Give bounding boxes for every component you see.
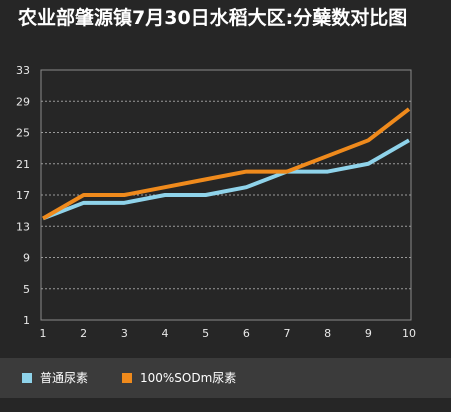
y-tick-label-5: 21 xyxy=(16,158,30,171)
y-tick-label-4: 17 xyxy=(16,189,30,202)
legend-item-0: 普通尿素 xyxy=(22,370,88,386)
x-tick-label-1: 2 xyxy=(80,327,87,340)
x-tick-label-4: 5 xyxy=(202,327,209,340)
y-tick-label-0: 1 xyxy=(23,314,30,327)
legend-swatch-0 xyxy=(22,373,32,383)
y-tick-label-1: 5 xyxy=(23,283,30,296)
y-tick-label-7: 29 xyxy=(16,95,30,108)
y-tick-label-6: 25 xyxy=(16,127,30,140)
legend-item-1: 100%SODm尿素 xyxy=(122,370,236,386)
x-tick-label-7: 8 xyxy=(324,327,331,340)
x-tick-label-9: 10 xyxy=(402,327,416,340)
legend-label-1: 100%SODm尿素 xyxy=(140,371,237,385)
series-line-0 xyxy=(42,138,410,221)
x-tick-label-6: 7 xyxy=(284,327,291,340)
x-tick-label-5: 6 xyxy=(243,327,250,340)
legend: 普通尿素 100%SODm尿素 xyxy=(0,358,451,398)
line-chart: 1 5 9 13 17 21 25 29 33 1 2 3 4 5 6 7 8 9 10 xyxy=(16,64,416,340)
x-tick-label-2: 3 xyxy=(121,327,128,340)
y-tick-label-8: 33 xyxy=(16,64,30,77)
x-tick-label-3: 4 xyxy=(162,327,169,340)
y-tick-label-3: 13 xyxy=(16,220,30,233)
legend-label-0: 普通尿素 xyxy=(40,371,89,385)
series-line-1 xyxy=(42,107,411,221)
y-tick-label-2: 9 xyxy=(23,252,30,265)
legend-swatch-1 xyxy=(122,373,132,383)
chart-title: 农业部肇源镇7月30日水稻大区:分蘖数对比图 xyxy=(18,7,408,29)
x-tick-label-8: 9 xyxy=(365,327,372,340)
x-tick-label-0: 1 xyxy=(40,327,47,340)
